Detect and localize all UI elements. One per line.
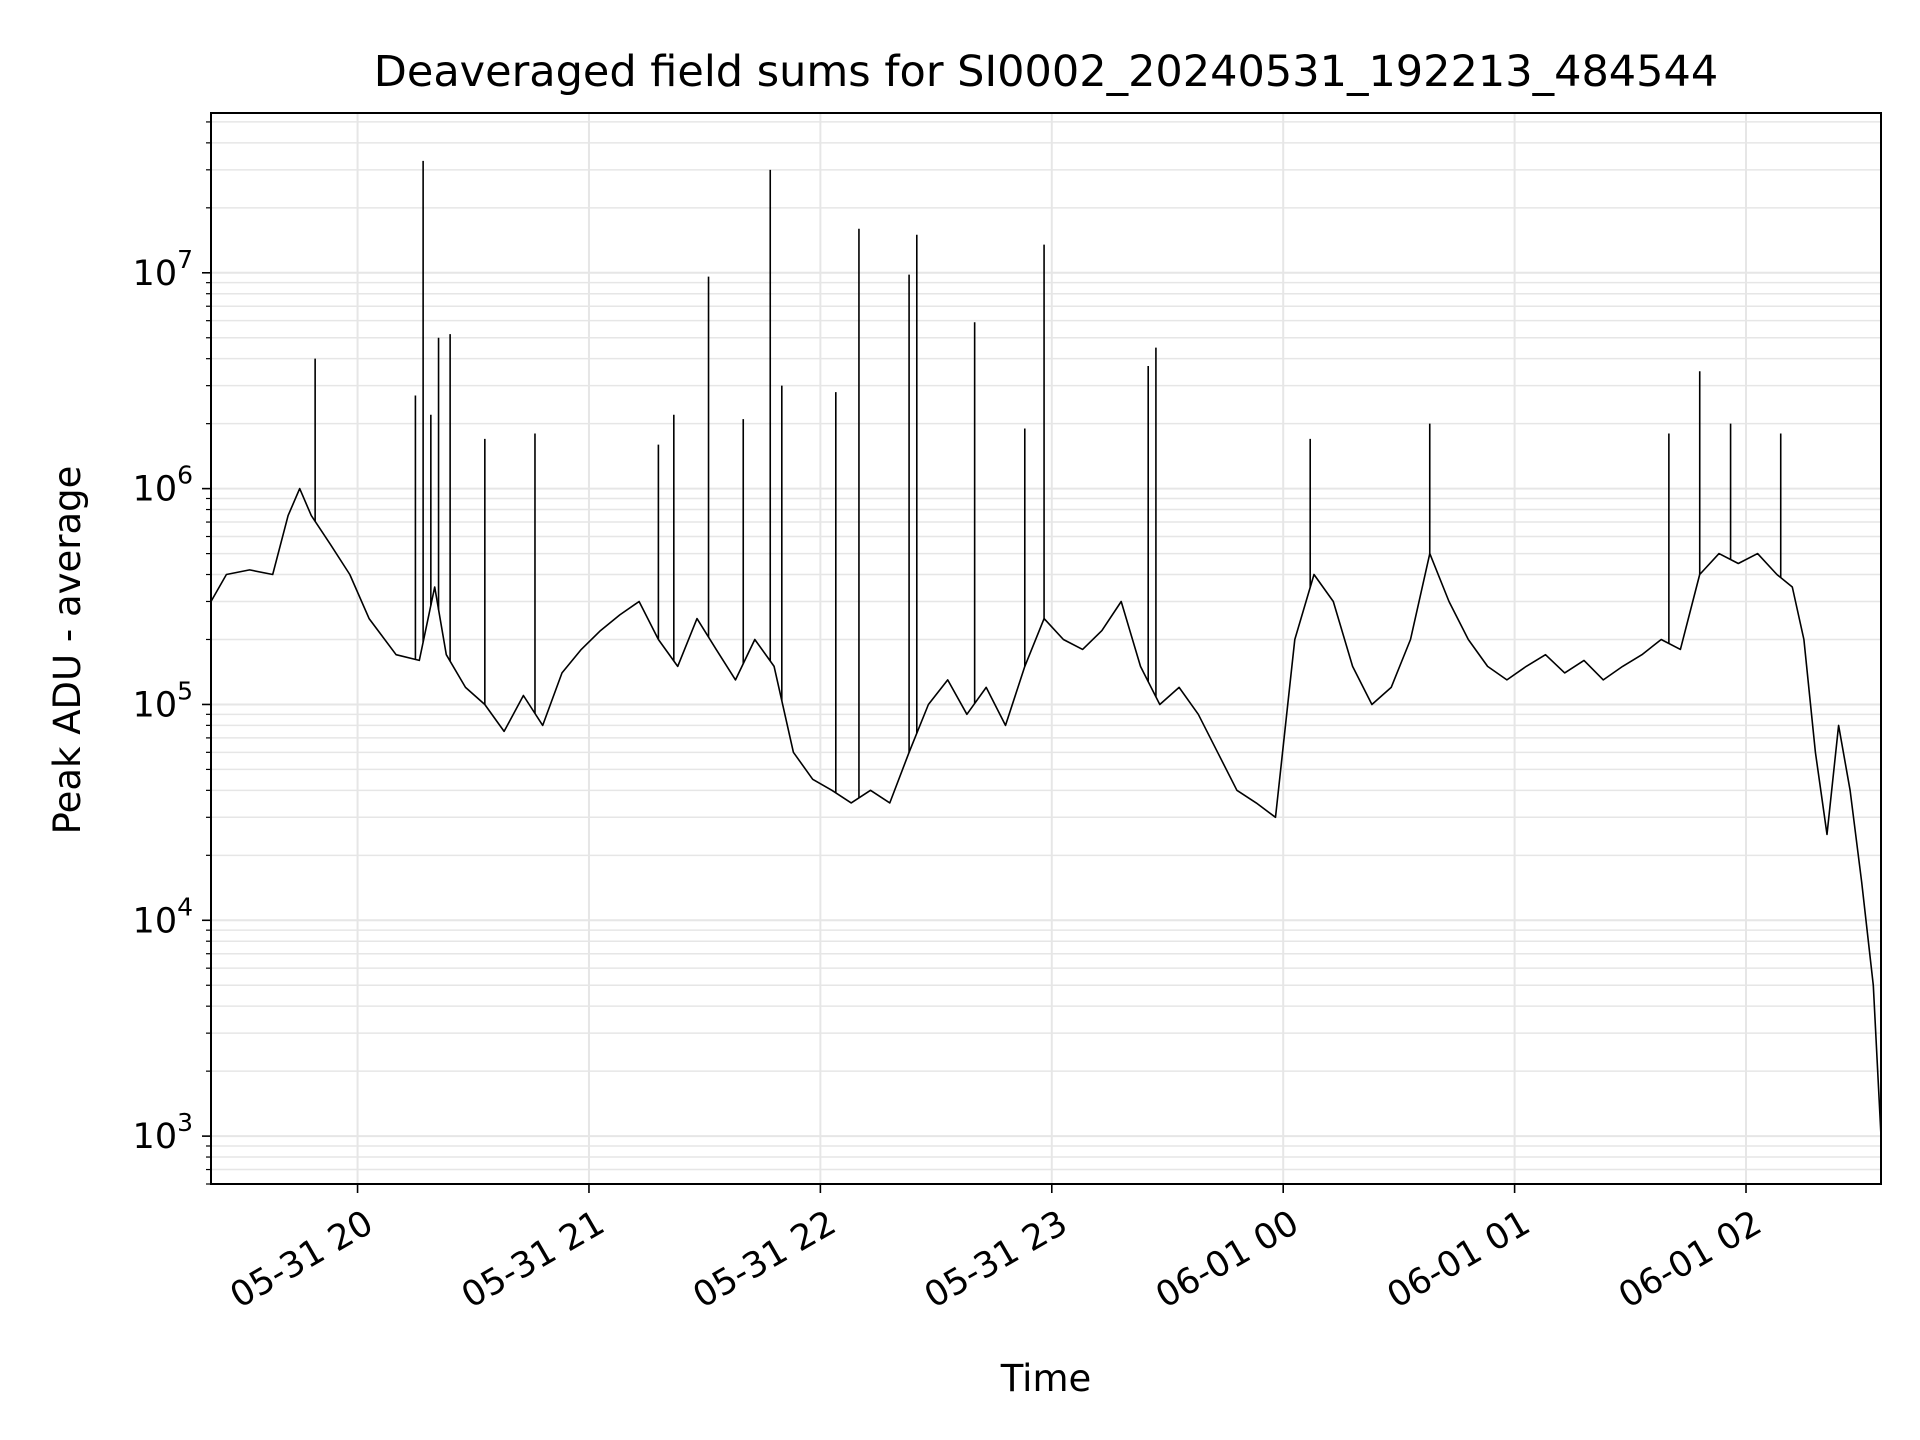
plot-area: [210, 160, 1882, 1137]
x-axis-label: Time: [1000, 1357, 1092, 1400]
grid: [211, 113, 1881, 1185]
y-tick-label: 103: [133, 1108, 193, 1157]
y-axis-label: Peak ADU - average: [46, 466, 89, 835]
axes-frame: [210, 112, 1882, 1185]
chart-title: Deaveraged field sums for SI0002_2024053…: [374, 47, 1719, 97]
series-line: [210, 487, 1882, 1137]
